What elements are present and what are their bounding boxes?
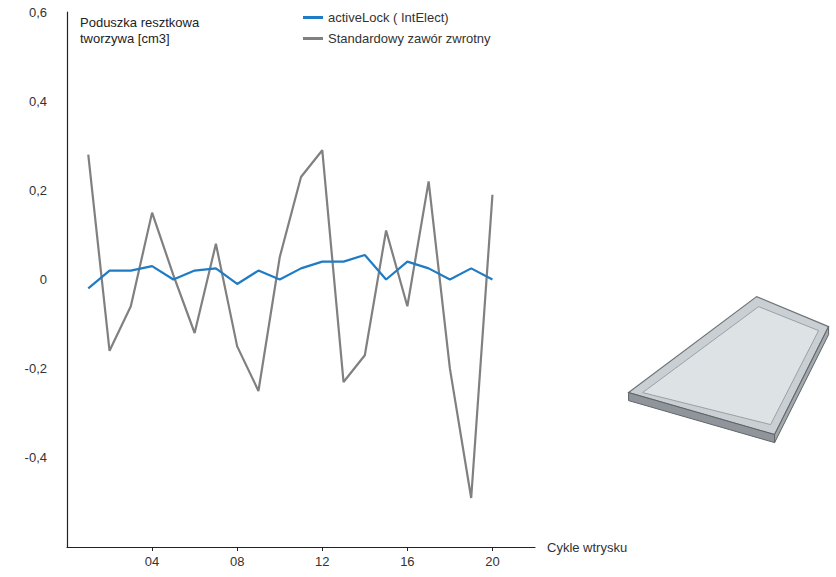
svg-text:tworzywa [cm3]: tworzywa [cm3] [80, 31, 170, 46]
svg-text:Cykle wtrysku: Cykle wtrysku [547, 540, 627, 555]
svg-text:Poduszka resztkowa: Poduszka resztkowa [80, 15, 203, 30]
svg-text:0,2: 0,2 [29, 183, 47, 198]
svg-text:04: 04 [145, 554, 159, 569]
svg-text:16: 16 [400, 554, 414, 569]
svg-text:0,6: 0,6 [29, 5, 47, 20]
svg-text:20: 20 [485, 554, 499, 569]
svg-text:12: 12 [315, 554, 329, 569]
svg-text:-0,4: -0,4 [25, 450, 47, 465]
svg-text:08: 08 [230, 554, 244, 569]
svg-text:0: 0 [40, 272, 47, 287]
svg-text:Standardowy zawór zwrotny: Standardowy zawór zwrotny [328, 31, 491, 46]
svg-text:activeLock ( IntElect): activeLock ( IntElect) [328, 10, 449, 25]
svg-text:0,4: 0,4 [29, 94, 47, 109]
svg-text:-0,2: -0,2 [25, 361, 47, 376]
